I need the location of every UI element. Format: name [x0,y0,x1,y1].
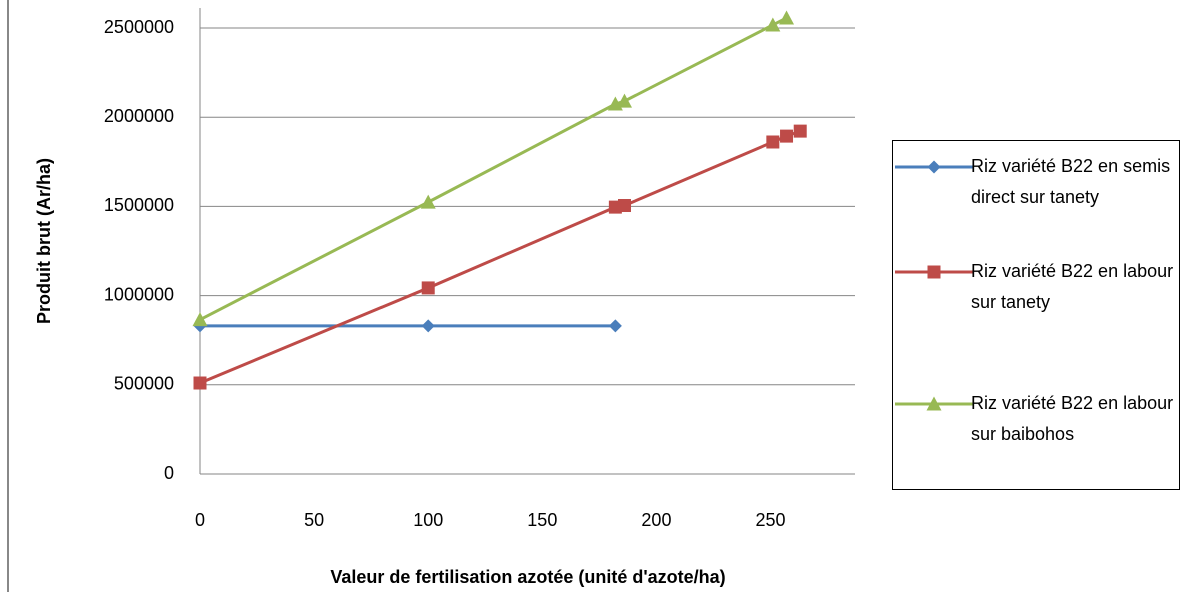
y-tick-label: 1000000 [104,284,174,304]
y-tick-label: 2000000 [104,106,174,126]
y-tick-label: 500000 [114,374,174,394]
series-line [199,129,801,385]
legend: Riz variété B22 en semis direct sur tane… [892,140,1180,490]
marker [192,312,208,327]
marker [608,319,622,333]
y-tick-label: 0 [164,463,174,483]
marker [926,396,942,411]
marker [780,129,794,143]
marker [193,376,207,390]
marker [793,124,807,138]
x-tick-label: 100 [413,510,443,530]
legend-swatch [895,265,973,279]
legend-label: Riz variété B22 en labour sur baibohos [971,393,1174,444]
x-tick-label: 50 [304,510,324,530]
legend-label: Riz variété B22 en semis direct sur tane… [971,156,1171,207]
marker [766,135,780,149]
x-tick-label: 0 [195,510,205,530]
x-axis-title: Valeur de fertilisation azotée (unité d'… [330,567,725,587]
marker [420,194,436,209]
y-axis-title: Produit brut (Ar/ha) [34,158,54,324]
marker [779,10,795,25]
marker [616,93,632,108]
series-line [199,16,788,322]
marker [927,160,941,174]
x-tick-label: 250 [756,510,786,530]
y-tick-label: 1500000 [104,195,174,215]
marker [765,17,781,32]
x-tick-label: 200 [641,510,671,530]
marker [617,199,631,213]
marker [927,265,941,279]
y-tick-label: 2500000 [104,17,174,37]
legend-swatch [895,160,973,174]
x-tick-label: 150 [527,510,557,530]
legend-swatch [895,396,973,411]
marker [421,319,435,333]
legend-label: Riz variété B22 en labour sur tanety [971,261,1174,312]
marker [421,281,435,295]
